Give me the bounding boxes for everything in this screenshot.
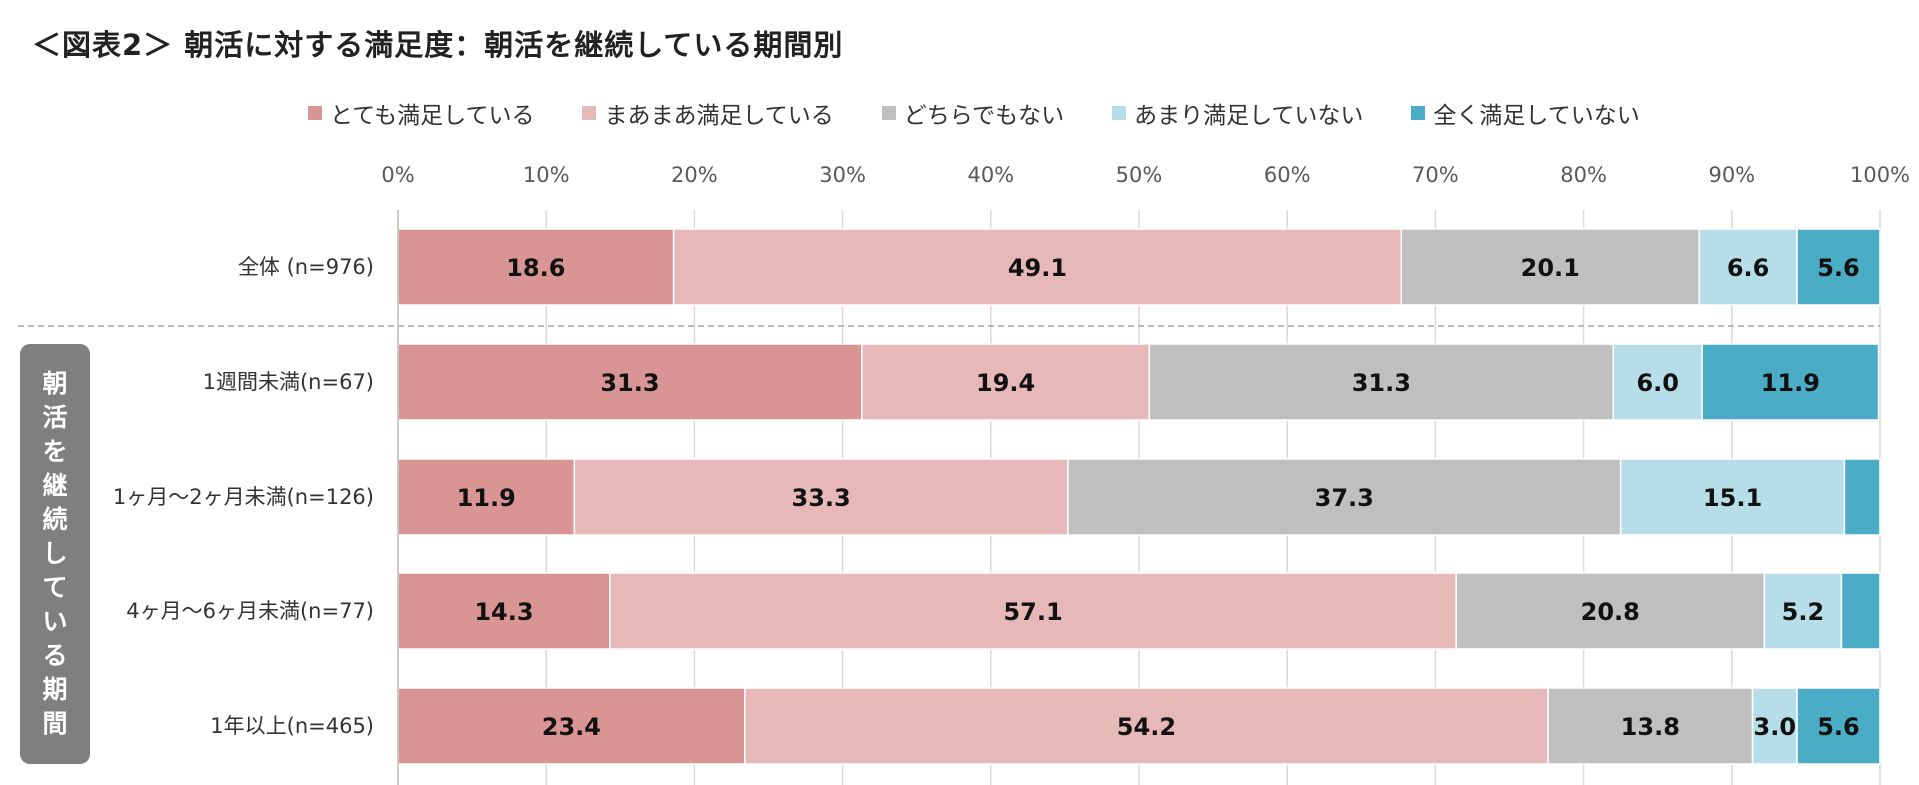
legend-item: あまり満足していない xyxy=(1112,96,1363,130)
bar-segment xyxy=(1843,458,1881,536)
side-label-char: い xyxy=(42,607,68,636)
period-group-label: 朝活を継続している期間 xyxy=(20,344,90,764)
side-label-char: を xyxy=(42,437,68,466)
data-label: 37.3 xyxy=(1315,484,1374,512)
chart-title: ＜図表2＞ 朝活に対する満足度：朝活を継続している期間別 xyxy=(32,28,844,62)
bar-segment xyxy=(1840,572,1881,650)
bar-segment xyxy=(397,343,863,421)
legend-item: 全く満足していない xyxy=(1411,96,1640,130)
bar-segment xyxy=(1796,228,1881,306)
data-label: 15.1 xyxy=(1703,484,1762,512)
bar-segment xyxy=(1701,343,1880,421)
legend: とても満足している まあまあ満足している どちらでもない あまり満足していない 全く満足… xyxy=(308,96,1688,130)
legend-label: あまり満足していない xyxy=(1134,103,1364,129)
x-tick-label: 10% xyxy=(523,163,570,187)
data-label: 23.4 xyxy=(542,713,601,741)
side-label-char: 期 xyxy=(42,675,68,704)
x-tick-label: 80% xyxy=(1560,163,1607,187)
data-label: 20.8 xyxy=(1581,598,1640,626)
data-label: 6.0 xyxy=(1636,369,1679,397)
bar-segment xyxy=(744,687,1549,765)
x-tick-label: 0% xyxy=(381,163,414,187)
side-label-char: 継 xyxy=(42,471,68,500)
x-tick-label: 60% xyxy=(1264,163,1311,187)
data-label: 31.3 xyxy=(600,369,659,397)
bar-segment xyxy=(1796,687,1881,765)
data-label: 31.3 xyxy=(1352,369,1411,397)
bar-segment xyxy=(1763,572,1843,650)
side-label-char: 活 xyxy=(42,403,68,432)
legend-swatch xyxy=(1112,106,1127,120)
x-tick-label: 30% xyxy=(819,163,866,187)
data-label: 57.1 xyxy=(1003,598,1062,626)
x-tick-label: 20% xyxy=(671,163,718,187)
bar-segment xyxy=(1619,458,1846,536)
bar-segment xyxy=(1148,343,1614,421)
data-label: 49.1 xyxy=(1008,254,1067,282)
side-label-char: る xyxy=(42,641,68,670)
legend-label: 全く満足していない xyxy=(1433,103,1640,129)
data-label: 33.3 xyxy=(792,484,851,512)
data-label: 54.2 xyxy=(1117,713,1176,741)
data-label: 11.9 xyxy=(1761,369,1820,397)
side-label-char: て xyxy=(42,573,68,602)
data-label: 18.6 xyxy=(506,254,565,282)
legend-item: とても満足している xyxy=(308,96,534,130)
category-label: 1週間未満(n=67) xyxy=(203,370,374,394)
category-label: 1年以上(n=465) xyxy=(210,714,374,738)
side-label-char: 朝 xyxy=(42,369,68,398)
data-label: 5.2 xyxy=(1782,598,1825,626)
legend-label: どちらでもない xyxy=(903,103,1065,129)
legend-swatch xyxy=(1411,106,1426,120)
category-label: 4ヶ月～6ヶ月未満(n=77) xyxy=(126,599,374,623)
side-label-char: し xyxy=(42,539,68,568)
bar-segment xyxy=(397,228,675,306)
x-tick-label: 70% xyxy=(1412,163,1459,187)
bar-segment xyxy=(1067,458,1622,536)
bar-segment xyxy=(672,228,1403,306)
bar-segment xyxy=(573,458,1069,536)
data-label: 14.3 xyxy=(474,598,533,626)
bar-segment xyxy=(397,687,746,765)
legend-swatch xyxy=(582,106,597,120)
data-label: 13.8 xyxy=(1621,713,1680,741)
data-label: 5.6 xyxy=(1817,254,1860,282)
bar-segment xyxy=(609,572,1457,650)
legend-item: まあまあ満足している xyxy=(582,96,834,130)
data-label: 5.6 xyxy=(1817,713,1860,741)
data-label: 6.6 xyxy=(1727,254,1770,282)
data-label: 19.4 xyxy=(976,369,1035,397)
legend-swatch xyxy=(308,106,322,120)
category-label: 全体 (n=976) xyxy=(238,255,374,279)
bar-segment xyxy=(1751,687,1798,765)
legend-swatch xyxy=(881,106,896,120)
bar-segment xyxy=(861,343,1151,421)
bar-segment xyxy=(1612,343,1703,421)
bar-segment xyxy=(397,458,576,536)
data-label: 11.9 xyxy=(457,484,516,512)
x-tick-label: 40% xyxy=(967,163,1014,187)
bar-segment xyxy=(1698,228,1798,306)
x-tick-label: 90% xyxy=(1708,163,1755,187)
x-tick-label: 50% xyxy=(1116,163,1163,187)
x-tick-label: 100% xyxy=(1850,163,1910,187)
legend-label: とても満足している xyxy=(330,103,535,129)
data-label: 20.1 xyxy=(1521,254,1580,282)
bar-segment xyxy=(1400,228,1700,306)
data-label: 3.0 xyxy=(1754,713,1797,741)
category-label: 1ヶ月～2ヶ月未満(n=126) xyxy=(113,485,374,509)
side-label-char: 続 xyxy=(42,505,68,534)
side-label-char: 間 xyxy=(42,709,68,738)
legend-label: まあまあ満足している xyxy=(604,103,834,129)
legend-item: どちらでもない xyxy=(881,96,1065,130)
